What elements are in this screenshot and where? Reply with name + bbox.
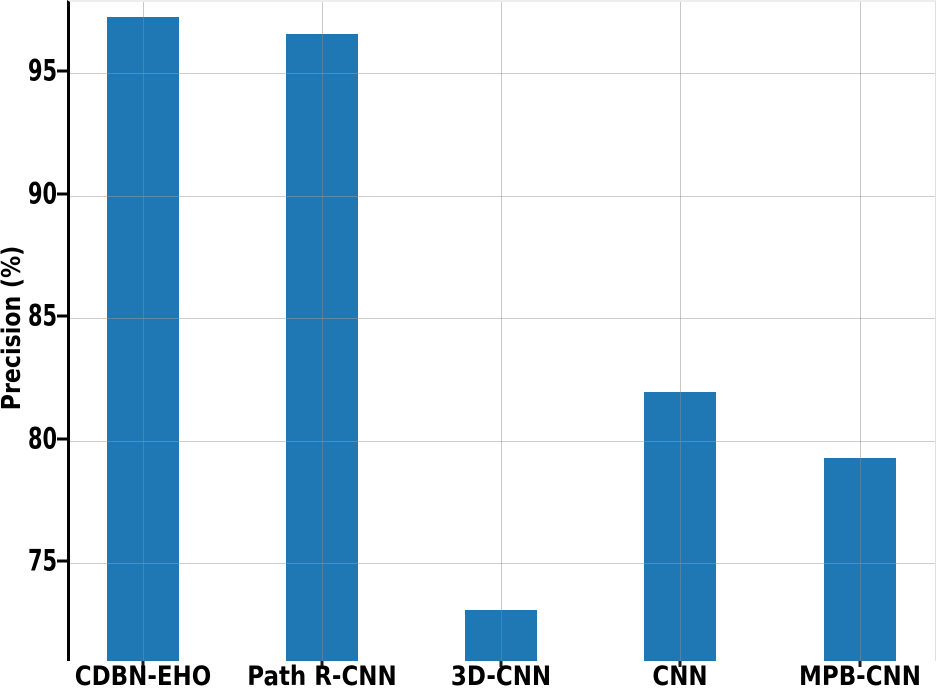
y-tick-mark: [57, 192, 67, 196]
h-gridline: [70, 318, 935, 320]
v-gridline: [501, 2, 503, 661]
v-gridline: [859, 2, 861, 661]
x-tick-label: MPB-CNN: [798, 661, 921, 689]
x-tick-label: CDBN-EHO: [74, 661, 212, 689]
bar-cdbn-eho: [107, 16, 179, 661]
v-gridline: [322, 2, 324, 661]
x-tick-mark: [320, 659, 324, 667]
h-gridline: [70, 440, 935, 442]
bar-3d-cnn: [465, 609, 538, 661]
y-tick-label: 75: [27, 543, 57, 578]
x-tick-label: 3D-CNN: [451, 661, 552, 689]
y-tick-mark: [57, 69, 67, 73]
y-tick-mark: [57, 314, 67, 318]
bar-cnn: [644, 391, 717, 661]
y-tick-label: 95: [27, 53, 57, 88]
x-tick-mark: [499, 659, 503, 667]
x-tick-label: Path R-CNN: [247, 661, 397, 689]
x-tick-mark: [858, 659, 862, 667]
plot-area: [67, 0, 936, 661]
h-gridline: [70, 73, 935, 75]
x-tick-label: CNN: [652, 661, 709, 689]
h-gridline: [70, 563, 935, 564]
x-tick-mark: [678, 659, 682, 667]
v-gridline: [143, 2, 144, 661]
bar-path-r-cnn: [286, 33, 359, 661]
bar-mpb-cnn: [823, 457, 896, 661]
y-tick-label: 90: [27, 176, 57, 211]
y-tick-mark: [57, 437, 67, 441]
y-tick-mark: [57, 559, 67, 563]
h-gridline: [70, 195, 935, 197]
y-tick-label: 80: [27, 421, 57, 456]
x-tick-mark: [141, 659, 145, 667]
v-gridline: [680, 2, 682, 661]
y-tick-label: 85: [27, 298, 57, 333]
